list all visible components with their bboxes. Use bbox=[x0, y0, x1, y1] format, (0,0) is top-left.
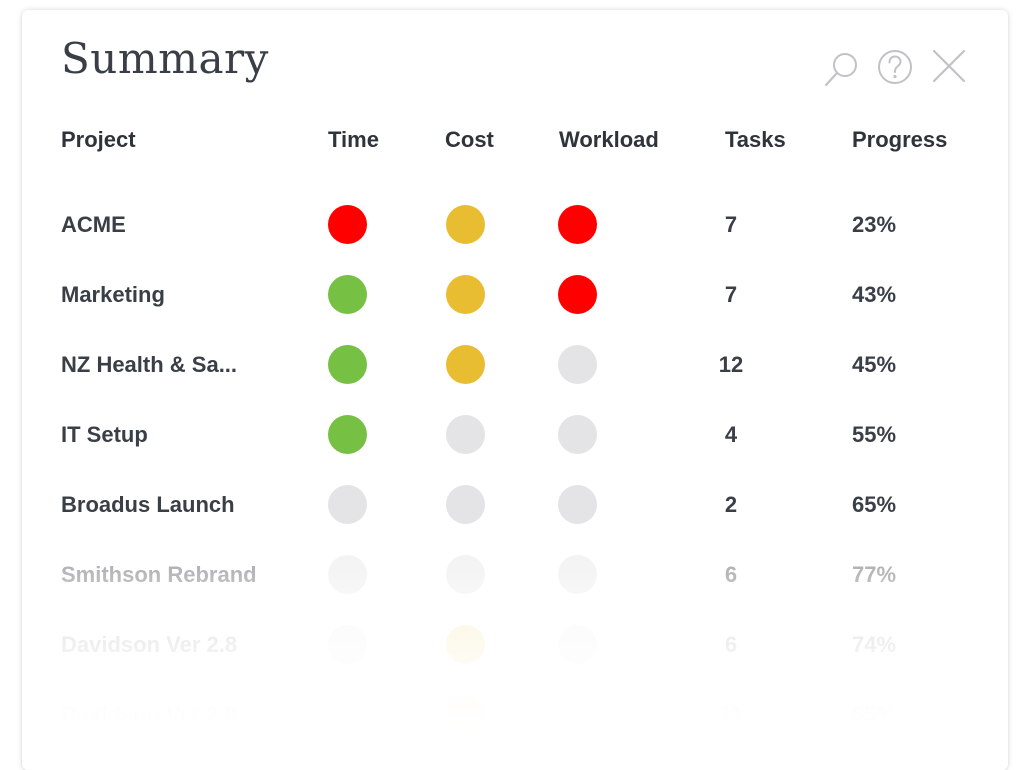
progress-value: 45% bbox=[852, 352, 897, 377]
cost-status-indicator bbox=[446, 485, 485, 524]
table-row[interactable]: Davidson Ver 2.9 11 65% bbox=[22, 680, 1008, 750]
progress-value: 23% bbox=[852, 212, 897, 237]
cost-status-indicator bbox=[446, 695, 485, 734]
time-status-indicator bbox=[328, 695, 367, 734]
task-count: 6 bbox=[724, 562, 738, 587]
column-header-progress[interactable]: Progress bbox=[852, 127, 948, 152]
time-status-indicator bbox=[328, 345, 367, 384]
workload-status-indicator bbox=[558, 625, 597, 664]
progress-value: 74% bbox=[852, 632, 897, 657]
column-header-workload[interactable]: Workload bbox=[559, 127, 659, 152]
close-icon bbox=[932, 49, 966, 83]
task-count: 2 bbox=[724, 492, 738, 517]
cost-status-indicator bbox=[446, 275, 485, 314]
workload-status-indicator bbox=[558, 555, 597, 594]
close-button[interactable] bbox=[926, 47, 970, 91]
task-count: 4 bbox=[724, 422, 738, 447]
progress-value: 65% bbox=[852, 702, 897, 727]
table-row[interactable]: NZ Health & Sa... 12 45% bbox=[22, 330, 1008, 400]
workload-status-indicator bbox=[558, 415, 597, 454]
project-name[interactable]: ACME bbox=[61, 212, 126, 237]
workload-status-indicator bbox=[558, 695, 597, 734]
project-name[interactable]: Davidson Ver 2.9 bbox=[61, 702, 238, 727]
project-name[interactable]: NZ Health & Sa... bbox=[61, 352, 238, 377]
table-row[interactable]: ACME 7 23% bbox=[22, 190, 1008, 260]
help-button[interactable] bbox=[873, 47, 917, 91]
time-status-indicator bbox=[328, 415, 367, 454]
column-header-time[interactable]: Time bbox=[328, 127, 379, 152]
progress-value: 77% bbox=[852, 562, 897, 587]
cost-status-indicator bbox=[446, 205, 485, 244]
table-row[interactable]: Davidson Ver 2.8 6 74% bbox=[22, 610, 1008, 680]
task-count: 12 bbox=[718, 352, 744, 377]
time-status-indicator bbox=[328, 205, 367, 244]
table-row[interactable]: Smithson Rebrand 6 77% bbox=[22, 540, 1008, 610]
project-name[interactable]: Smithson Rebrand bbox=[61, 562, 257, 587]
task-count: 7 bbox=[724, 282, 738, 307]
project-name[interactable]: Marketing bbox=[61, 282, 165, 307]
cost-status-indicator bbox=[446, 555, 485, 594]
table-row[interactable]: Marketing 7 43% bbox=[22, 260, 1008, 330]
task-count: 7 bbox=[724, 212, 738, 237]
summary-table: Project Time Cost Workload Tasks Progres… bbox=[22, 10, 1008, 770]
time-status-indicator bbox=[328, 485, 367, 524]
progress-value: 43% bbox=[852, 282, 897, 307]
help-circle-icon bbox=[878, 50, 912, 84]
task-count: 11 bbox=[719, 702, 743, 727]
cost-status-indicator bbox=[446, 625, 485, 664]
time-status-indicator bbox=[328, 625, 367, 664]
workload-status-indicator bbox=[558, 275, 597, 314]
table-row[interactable]: Broadus Launch 2 65% bbox=[22, 470, 1008, 540]
task-count: 6 bbox=[724, 632, 738, 657]
panel-title: Summary bbox=[61, 34, 269, 83]
search-button[interactable] bbox=[820, 47, 864, 91]
progress-value: 55% bbox=[852, 422, 897, 447]
column-header-tasks[interactable]: Tasks bbox=[725, 127, 786, 152]
progress-value: 65% bbox=[852, 492, 897, 517]
project-name[interactable]: Broadus Launch bbox=[61, 492, 235, 517]
search-icon bbox=[824, 53, 857, 87]
column-header-cost[interactable]: Cost bbox=[445, 127, 494, 152]
workload-status-indicator bbox=[558, 485, 597, 524]
cost-status-indicator bbox=[446, 345, 485, 384]
panel-toolbar bbox=[820, 47, 970, 91]
time-status-indicator bbox=[328, 275, 367, 314]
column-header-project[interactable]: Project bbox=[61, 127, 136, 152]
cost-status-indicator bbox=[446, 415, 485, 454]
summary-panel: Summary Project Time Cost Workload bbox=[22, 10, 1008, 770]
table-row[interactable]: IT Setup 4 55% bbox=[22, 400, 1008, 470]
time-status-indicator bbox=[328, 555, 367, 594]
project-name[interactable]: Davidson Ver 2.8 bbox=[61, 632, 238, 657]
project-name[interactable]: IT Setup bbox=[61, 422, 148, 447]
workload-status-indicator bbox=[558, 345, 597, 384]
workload-status-indicator bbox=[558, 205, 597, 244]
